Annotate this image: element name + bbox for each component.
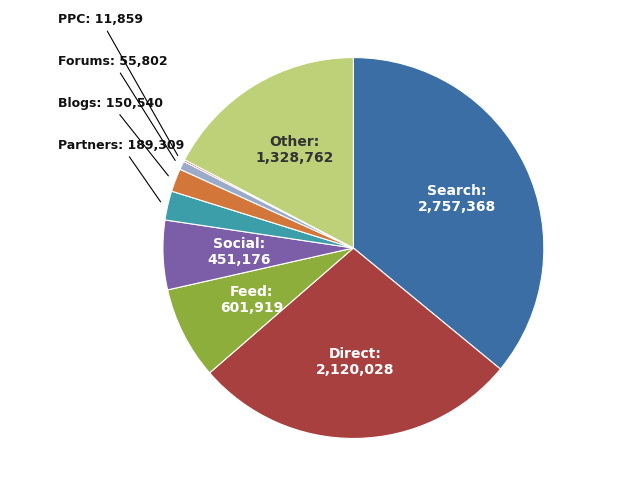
Text: Social:
451,176: Social: 451,176 xyxy=(208,237,271,267)
Wedge shape xyxy=(210,248,500,438)
Wedge shape xyxy=(184,160,353,248)
Wedge shape xyxy=(180,161,353,248)
Text: Partners: 189,309: Partners: 189,309 xyxy=(58,139,184,202)
Wedge shape xyxy=(353,58,544,369)
Text: Direct:
2,120,028: Direct: 2,120,028 xyxy=(316,347,394,377)
Wedge shape xyxy=(185,58,353,248)
Text: Feed:
601,919: Feed: 601,919 xyxy=(220,285,283,314)
Text: Other:
1,328,762: Other: 1,328,762 xyxy=(255,135,334,165)
Text: Search:
2,757,368: Search: 2,757,368 xyxy=(418,184,496,214)
Text: Forums: 55,802: Forums: 55,802 xyxy=(58,55,175,160)
Wedge shape xyxy=(163,220,353,290)
Text: PPC: 11,859: PPC: 11,859 xyxy=(58,13,178,156)
Wedge shape xyxy=(172,169,353,248)
Wedge shape xyxy=(165,191,353,248)
Wedge shape xyxy=(167,248,353,373)
Text: Blogs: 150,540: Blogs: 150,540 xyxy=(58,97,169,176)
